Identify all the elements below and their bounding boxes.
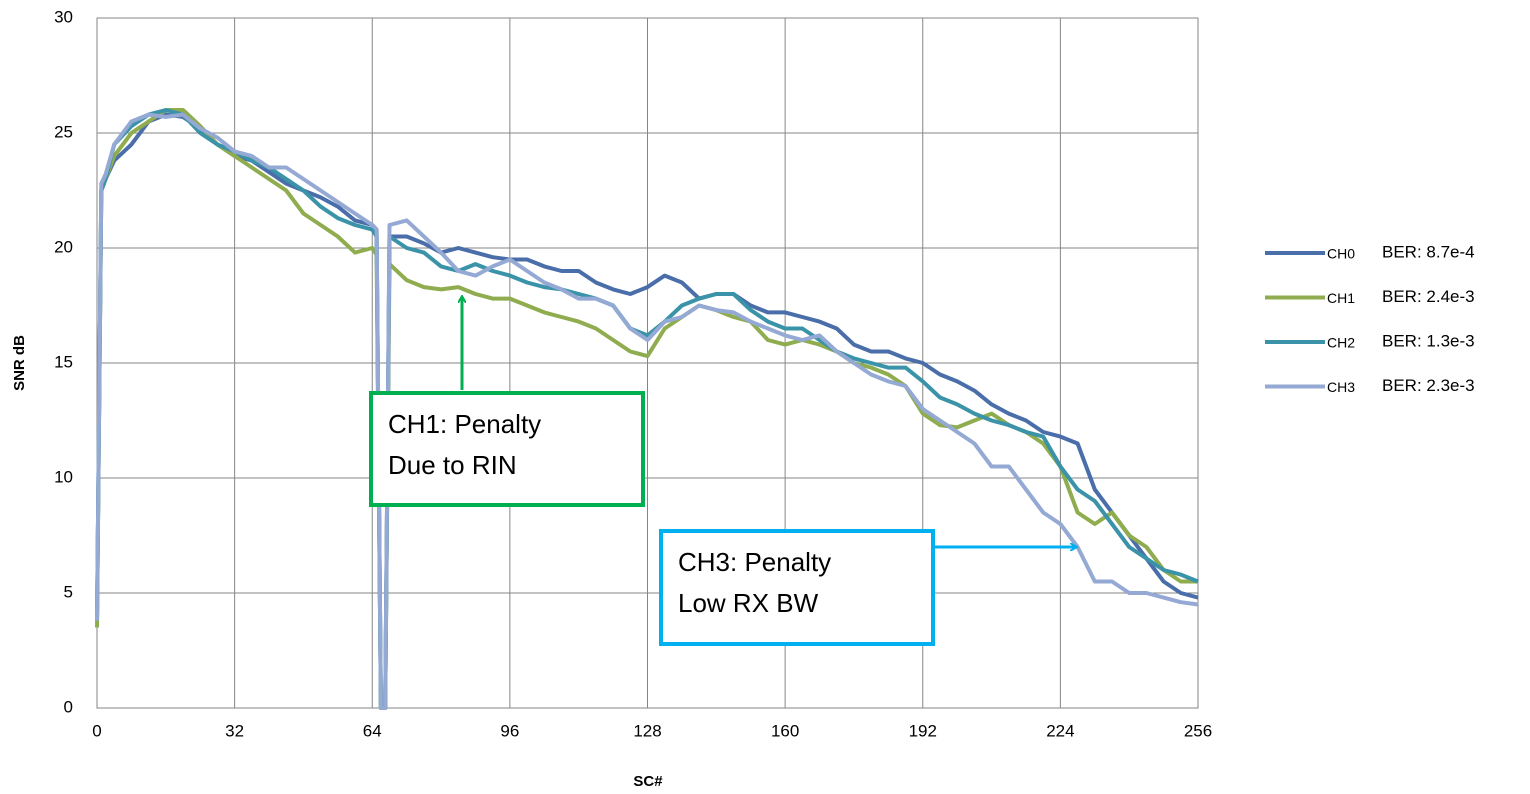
legend-ber: BER: 2.4e-3 [1382, 287, 1475, 306]
x-tick-label: 128 [633, 721, 661, 740]
x-tick-label: 0 [92, 721, 101, 740]
y-tick-label: 5 [64, 582, 73, 601]
y-tick-label: 0 [64, 697, 73, 716]
annotation-box [659, 529, 935, 646]
legend-name: CH1 [1327, 290, 1355, 306]
annotation-text: CH1: Penalty [388, 409, 541, 439]
y-axis-label: SNR dB [11, 335, 28, 391]
series-line [95, 112, 1199, 710]
annotation-text: CH3: Penalty [678, 547, 831, 577]
annotation-text: Low RX BW [678, 588, 819, 618]
x-tick-label: 64 [363, 721, 382, 740]
y-tick-label: 30 [54, 7, 73, 26]
annotation-box [369, 391, 645, 507]
annotation-text: Due to RIN [388, 450, 517, 480]
plot-border [96, 17, 1199, 709]
legend-name: CH2 [1327, 335, 1355, 351]
y-tick-label: 25 [54, 122, 73, 141]
legend-name: CH3 [1327, 379, 1355, 395]
legend-ber: BER: 1.3e-3 [1382, 331, 1475, 350]
legend-name: CH0 [1327, 246, 1355, 262]
series-line [95, 108, 1198, 710]
x-tick-label: 32 [225, 721, 244, 740]
y-tick-label: 10 [54, 467, 73, 486]
legend-ber: BER: 2.3e-3 [1382, 376, 1475, 395]
x-tick-label: 160 [771, 721, 799, 740]
x-tick-label: 96 [500, 721, 519, 740]
x-tick-label: 224 [1046, 721, 1074, 740]
series-line [95, 112, 1199, 710]
x-tick-label: 192 [909, 721, 937, 740]
x-tick-label: 256 [1184, 721, 1212, 740]
y-tick-label: 15 [54, 352, 73, 371]
y-tick-label: 20 [54, 237, 73, 256]
x-axis-label: SC# [633, 773, 663, 790]
legend-ber: BER: 8.7e-4 [1382, 242, 1475, 261]
